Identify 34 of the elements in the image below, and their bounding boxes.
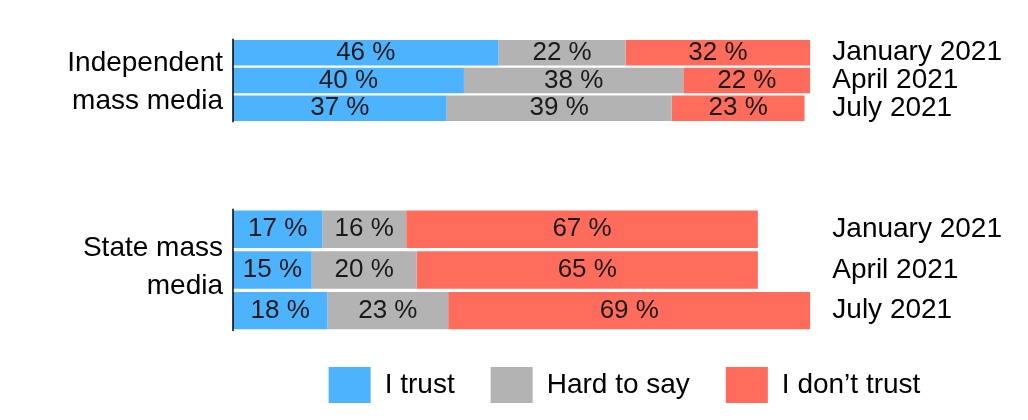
data-label: 37 % bbox=[310, 91, 370, 122]
y-tick-label: April 2021 bbox=[832, 252, 959, 284]
data-label: 69 % bbox=[599, 293, 659, 324]
data-label: 20 % bbox=[334, 253, 394, 284]
data-label: 39 % bbox=[529, 91, 589, 122]
legend-label: I trust bbox=[384, 367, 455, 399]
data-label: 23 % bbox=[708, 91, 768, 122]
legend-label: Hard to say bbox=[546, 367, 690, 399]
data-label: 40 % bbox=[318, 63, 379, 94]
data-label: 67 % bbox=[552, 212, 612, 243]
bar bbox=[416, 251, 758, 289]
y-axis-title: Independent mass media bbox=[66, 44, 224, 117]
y-tick-label: January 2021 bbox=[832, 35, 1003, 67]
data-label: 18 % bbox=[250, 293, 310, 324]
bar bbox=[448, 291, 811, 330]
legend-label: I don’t trust bbox=[781, 367, 921, 399]
data-label: 65 % bbox=[557, 253, 617, 284]
y-tick-label: July 2021 bbox=[832, 293, 953, 325]
data-label: 38 % bbox=[543, 63, 604, 94]
data-label: 23 % bbox=[358, 293, 418, 324]
y-tick-label: January 2021 bbox=[832, 211, 1003, 243]
data-label: 32 % bbox=[688, 35, 748, 66]
data-label: 17 % bbox=[247, 212, 308, 243]
data-label: 22 % bbox=[532, 35, 592, 66]
bar bbox=[233, 67, 464, 94]
bar bbox=[311, 251, 417, 289]
bar bbox=[233, 39, 499, 66]
bar bbox=[233, 95, 447, 122]
bar bbox=[406, 210, 758, 248]
data-label: 16 % bbox=[334, 212, 394, 243]
y-axis-title: State mass media bbox=[81, 230, 224, 302]
data-label: 15 % bbox=[242, 253, 302, 284]
data-label: 46 % bbox=[336, 35, 396, 66]
data-label: 22 % bbox=[717, 63, 777, 94]
